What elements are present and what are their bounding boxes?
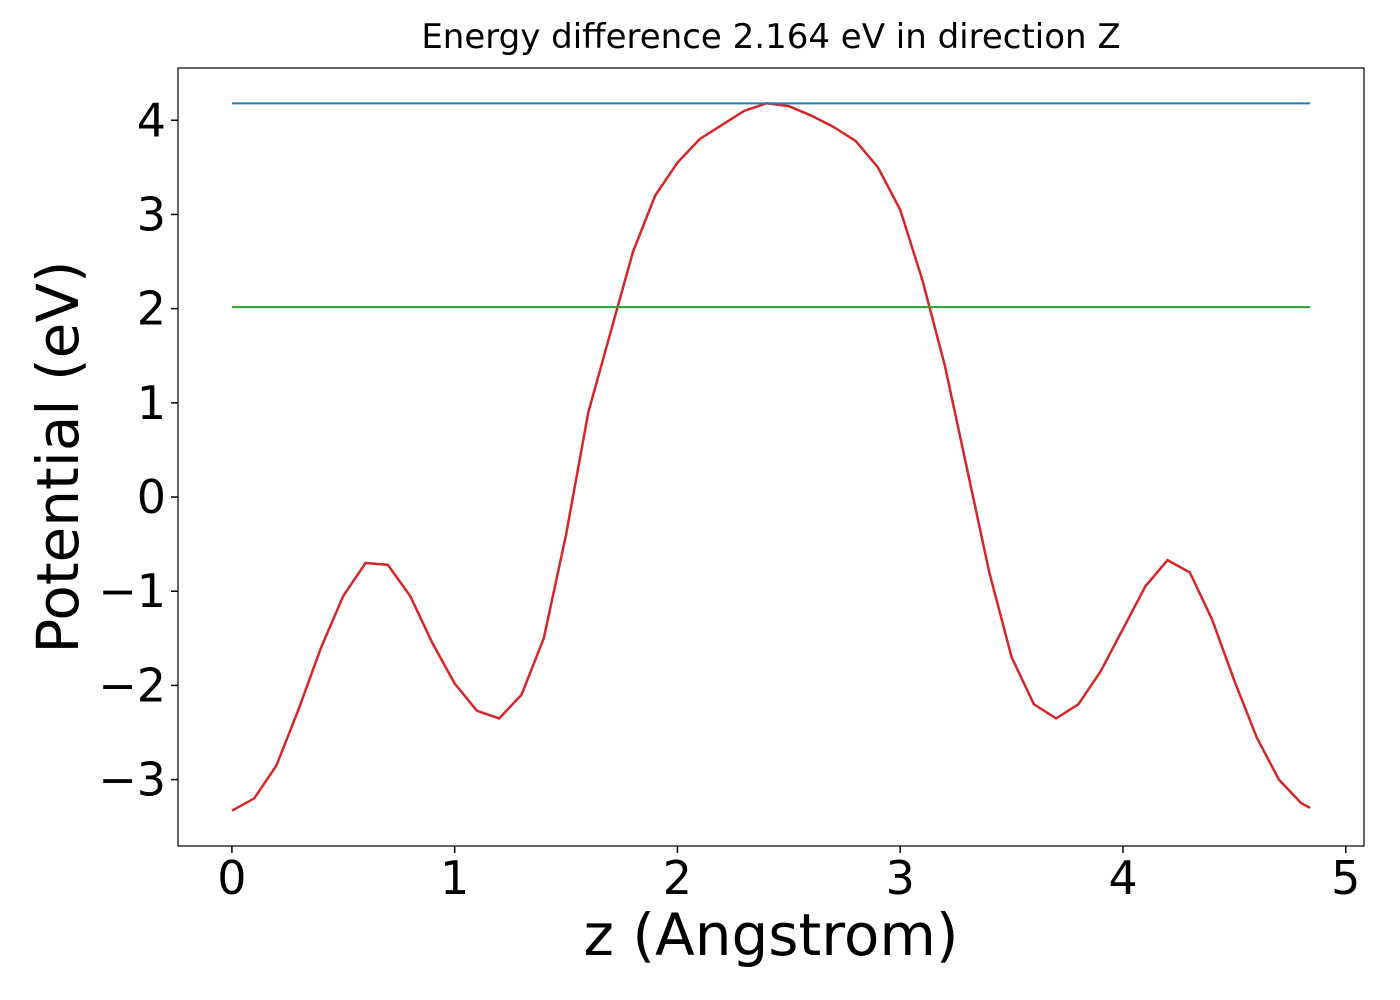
x-tick-label: 5 bbox=[1331, 851, 1360, 905]
y-tick-label: 2 bbox=[137, 282, 166, 336]
x-tick-label: 3 bbox=[886, 851, 915, 905]
chart-title: Energy difference 2.164 eV in direction … bbox=[421, 17, 1120, 57]
y-tick-label: −1 bbox=[98, 564, 166, 618]
plot-frame bbox=[177, 67, 1365, 847]
y-tick-label: −3 bbox=[98, 753, 166, 807]
y-axis-label: Potential (eV) bbox=[24, 260, 92, 653]
x-tick-label: 4 bbox=[1108, 851, 1137, 905]
x-tick-label: 2 bbox=[663, 851, 692, 905]
data-line bbox=[231, 102, 1311, 812]
x-tick-label: 1 bbox=[440, 851, 469, 905]
y-tick-label: 4 bbox=[137, 93, 166, 147]
x-tick-label: 0 bbox=[217, 851, 246, 905]
x-axis-label: z (Angstrom) bbox=[584, 901, 959, 969]
y-tick-label: 0 bbox=[137, 470, 166, 524]
y-tick-label: 3 bbox=[137, 187, 166, 241]
y-tick-label: 1 bbox=[137, 376, 166, 430]
y-tick-label: −2 bbox=[98, 658, 166, 712]
